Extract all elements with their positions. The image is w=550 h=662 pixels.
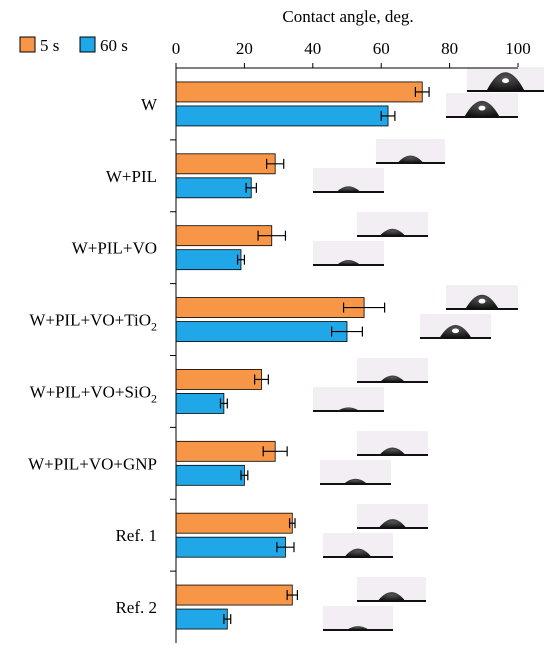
droplet-photo [446,285,518,310]
x-tick-label-0: 0 [172,39,181,58]
bar-5s [175,440,276,462]
bar-5s [175,81,423,103]
droplet-photo [376,139,445,164]
bar-60s [175,321,348,342]
bar-60s [175,536,286,558]
bar-5s [175,584,293,606]
category-label: W [141,95,158,114]
droplet-photo [420,314,491,339]
category-label: W+PIL+VO+SiO2 [30,382,157,405]
legend: 5 s 60 s [19,36,128,55]
droplet-photo [357,358,428,383]
droplet [336,186,361,192]
legend-swatch-5s [19,36,36,53]
droplet-highlight [478,105,486,111]
droplet-photo [313,168,384,193]
bar-60s [175,249,242,271]
x-axis-title: Contact angle, deg. [282,7,413,26]
x-tick-label-100: 100 [505,39,531,58]
x-tick-label-40: 40 [304,39,321,58]
droplet-photo [313,241,384,266]
category-label: W+PIL+VO+TiO2 [29,311,157,334]
bar-5s [175,153,276,175]
legend-label-60s: 60 s [100,36,128,55]
bar-60s [175,608,228,630]
droplet-highlight [502,78,509,84]
category-label: W+PIL [106,167,157,186]
error-bars [219,86,430,625]
droplet-photo [357,504,428,529]
bar-60s [175,464,245,486]
bar-5s [175,297,365,318]
droplet-photo [313,387,384,412]
droplet [336,260,361,265]
droplet [377,592,406,601]
bar-60s [175,105,389,127]
droplet [343,478,368,484]
droplet-photo [467,67,544,92]
droplet-photo [357,577,426,602]
legend-label-5s: 5 s [40,36,59,55]
bar-5s [175,369,262,390]
droplet-photo [323,533,393,558]
x-tick-label-60: 60 [373,39,390,58]
bar-5s [175,512,293,534]
droplet-photo [320,460,391,485]
x-axis-ticks: 0 20 40 60 80 100 [172,39,531,68]
droplet-photo [357,431,428,456]
droplet-photo [446,93,518,118]
category-labels: W W+PIL W+PIL+VO W+PIL+VO+TiO2 W+PIL+VO+SiO2… [28,95,176,617]
droplet [397,155,424,163]
x-tick-label-80: 80 [441,39,458,58]
droplet [380,375,405,382]
droplet [378,519,407,528]
bar-5s [175,225,273,247]
droplet-photo [357,212,428,237]
droplet-highlight [452,328,459,334]
legend-swatch-60s [79,36,96,53]
x-tick-label-20: 20 [236,39,253,58]
droplet [379,228,406,236]
category-label: Ref. 1 [115,526,157,545]
category-label: Ref. 2 [115,598,157,617]
bars [175,81,423,630]
category-label: W+PIL+VO [72,239,157,258]
droplet-highlight [478,298,486,304]
bar-60s [175,393,225,414]
bar-60s [175,177,252,199]
category-label: W+PIL+VO+GNP [28,454,157,473]
droplet-backdrop [323,606,393,630]
droplet-backdrop [313,387,384,411]
droplet-images [313,67,544,631]
droplet [379,447,406,455]
droplet [344,548,372,557]
droplet-photo [323,606,393,631]
